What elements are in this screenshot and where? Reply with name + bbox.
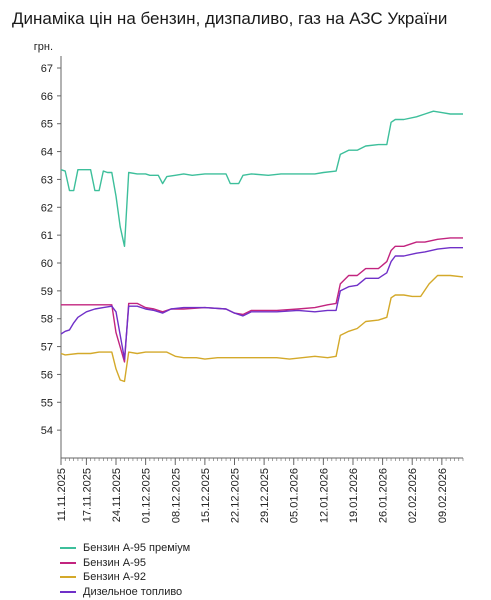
x-tick-label: 01.12.2025 bbox=[141, 468, 153, 523]
legend-swatch-premium95 bbox=[60, 547, 76, 550]
x-tick-label: 22.12.2025 bbox=[229, 468, 241, 523]
x-tick-label: 29.12.2025 bbox=[259, 468, 271, 523]
y-tick-label: 67 bbox=[41, 63, 53, 75]
legend-swatch-a95 bbox=[60, 561, 76, 564]
y-tick-label: 55 bbox=[41, 397, 53, 409]
legend-swatch-diesel bbox=[60, 590, 76, 593]
x-tick-label: 11.11.2025 bbox=[56, 468, 68, 521]
series-line-a92 bbox=[60, 274, 464, 383]
x-tick-label: 17.11.2025 bbox=[81, 468, 93, 522]
y-tick-label: 62 bbox=[41, 202, 53, 214]
legend-label-premium95: Бензин А-95 преміум bbox=[83, 542, 191, 555]
y-axis-label: грн. bbox=[34, 41, 53, 53]
y-tick-label: 54 bbox=[41, 425, 53, 437]
y-tick-label: 64 bbox=[41, 147, 53, 159]
chart-title: Динаміка цін на бензин, дизпаливо, газ н… bbox=[12, 9, 448, 28]
chart-legend: Бензин А-95 преміум Бензин А-95 Бензин А… bbox=[60, 541, 190, 599]
y-tick-label: 60 bbox=[41, 258, 53, 270]
legend-label-diesel: Дизельное топливо bbox=[83, 585, 183, 598]
y-tick-label: 57 bbox=[41, 342, 53, 354]
x-tick-label: 19.01.2026 bbox=[348, 468, 360, 523]
x-tick-label: 26.01.2026 bbox=[378, 468, 390, 523]
x-tick-label: 09.02.2026 bbox=[437, 468, 449, 523]
y-tick-label: 63 bbox=[41, 174, 53, 186]
x-tick-label: 08.12.2025 bbox=[170, 468, 182, 523]
y-tick-label: 65 bbox=[41, 119, 53, 131]
x-tick-label: 02.02.2026 bbox=[407, 468, 419, 523]
x-tick-label: 15.12.2025 bbox=[200, 468, 212, 523]
legend-label-a95: Бензин А-95 bbox=[83, 556, 146, 569]
x-tick-label: 24.11.2025 bbox=[111, 468, 123, 522]
legend-swatch-a92 bbox=[60, 576, 76, 579]
series-line-premium95 bbox=[60, 110, 463, 248]
series-line-diesel bbox=[60, 246, 463, 360]
x-tick-label: 12.01.2026 bbox=[318, 468, 330, 523]
legend-item-premium95[interactable]: Бензин А-95 преміум bbox=[60, 541, 190, 556]
y-tick-label: 56 bbox=[41, 369, 53, 381]
legend-item-diesel[interactable]: Дизельное топливо bbox=[60, 585, 190, 600]
x-tick-label: 05.01.2026 bbox=[289, 468, 301, 523]
y-tick-label: 59 bbox=[41, 286, 53, 298]
legend-label-a92: Бензин А-92 bbox=[83, 571, 146, 584]
y-tick-label: 66 bbox=[41, 91, 53, 103]
y-tick-label: 61 bbox=[41, 230, 53, 242]
legend-item-a95[interactable]: Бензин А-95 bbox=[60, 556, 190, 571]
series-line-a95 bbox=[61, 237, 463, 363]
legend-item-a92[interactable]: Бензин А-92 bbox=[60, 570, 190, 585]
y-tick-label: 58 bbox=[41, 314, 53, 326]
